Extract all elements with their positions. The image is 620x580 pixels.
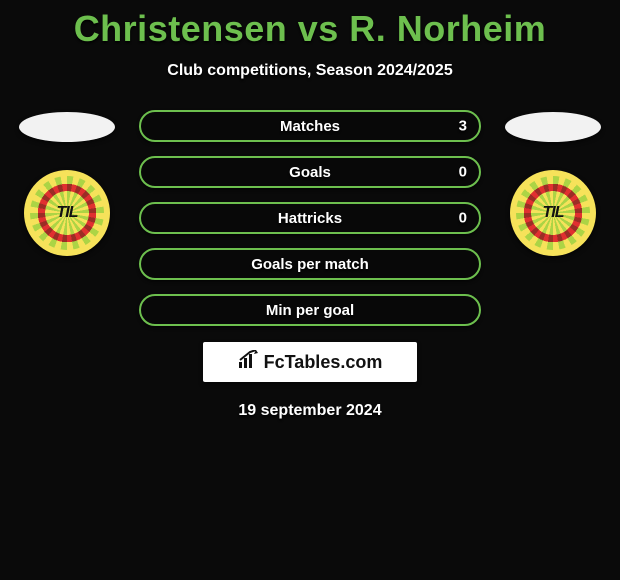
subtitle: Club competitions, Season 2024/2025: [0, 62, 620, 80]
player-right-col: [499, 110, 607, 256]
stat-right-value: 0: [459, 210, 467, 227]
club-badge-right: [510, 170, 596, 256]
page-title: Christensen vs R. Norheim: [0, 0, 620, 50]
player-right-avatar: [505, 112, 601, 142]
comparison-panel: Matches 3 Goals 0 Hattricks 0 Goals per …: [0, 110, 620, 326]
stat-row-min-per-goal: Min per goal: [139, 294, 481, 326]
brand-text: FcTables.com: [264, 352, 383, 373]
stat-row-goals: Goals 0: [139, 156, 481, 188]
club-badge-left: [24, 170, 110, 256]
stats-list: Matches 3 Goals 0 Hattricks 0 Goals per …: [139, 110, 481, 326]
stat-label: Hattricks: [278, 210, 342, 227]
stat-row-hattricks: Hattricks 0: [139, 202, 481, 234]
stat-row-goals-per-match: Goals per match: [139, 248, 481, 280]
player-left-col: [13, 110, 121, 256]
brand-chart-icon: [238, 350, 260, 375]
stat-right-value: 3: [459, 118, 467, 135]
player-left-avatar: [19, 112, 115, 142]
brand-box: FcTables.com: [203, 342, 417, 382]
stat-label: Matches: [280, 118, 340, 135]
date-label: 19 september 2024: [0, 402, 620, 420]
stat-row-matches: Matches 3: [139, 110, 481, 142]
stat-label: Min per goal: [266, 302, 354, 319]
stat-label: Goals per match: [251, 256, 369, 273]
stat-right-value: 0: [459, 164, 467, 181]
stat-label: Goals: [289, 164, 331, 181]
